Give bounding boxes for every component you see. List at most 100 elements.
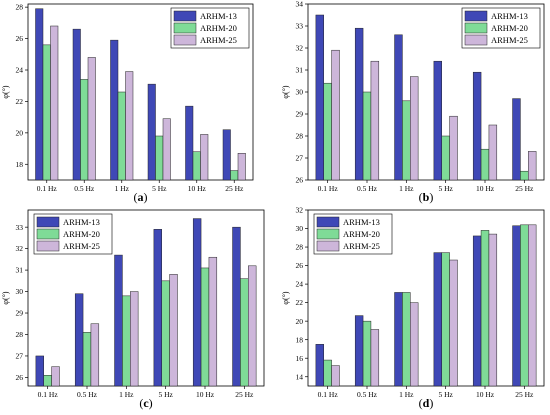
bar-arhm-13-5Hz — [147, 83, 156, 181]
bar-arhm-25-5Hz — [169, 274, 178, 387]
legend-swatch — [36, 228, 60, 240]
bar-arhm-25-5Hz — [449, 259, 458, 387]
panel-label: (b) — [419, 190, 434, 204]
legend-swatch — [316, 216, 340, 228]
bar-arhm-20-10Hz — [480, 230, 490, 387]
y-tick-label: 22 — [16, 97, 24, 106]
bar-arhm-20-5Hz — [441, 252, 450, 387]
chart-panel-4: 14 16 18 20 22 24 26 28 30 32 φ(°) 0.1 Hz 0.5 Hz 1 Hz… — [281, 206, 545, 410]
bar-arhm-25-1Hz — [410, 76, 419, 181]
x-tick-label: 25 Hz — [515, 184, 534, 193]
bar-arhm-20-25Hz — [520, 224, 529, 387]
x-tick-label: 1 Hz — [119, 390, 134, 399]
bar-arhm-13-05Hz — [354, 27, 364, 181]
bar-arhm-25-5Hz — [449, 115, 458, 181]
legend: ARHM-13 ARHM-20 ARHM-25 — [461, 7, 541, 49]
y-tick-label: 18 — [296, 335, 304, 344]
legend-swatch — [464, 34, 488, 46]
bar-arhm-20-01Hz — [323, 359, 332, 387]
x-tick-label: 10 Hz — [476, 184, 495, 193]
bar-arhm-25-05Hz — [90, 323, 100, 387]
bar-arhm-20-10Hz — [192, 151, 201, 181]
bar-arhm-20-25Hz — [230, 170, 239, 181]
bar-arhm-20-05Hz — [362, 320, 372, 387]
bar-arhm-20-5Hz — [441, 135, 450, 181]
bar-arhm-20-01Hz — [43, 375, 52, 387]
x-tick-label: 1 Hz — [115, 184, 130, 193]
legend-swatch — [316, 240, 340, 252]
bar-arhm-13-05Hz — [354, 315, 364, 387]
bar-arhm-25-1Hz — [130, 291, 139, 387]
x-tick-label: 0.5 Hz — [357, 390, 378, 399]
x-tick-label: 0.5 Hz — [77, 390, 98, 399]
bar-arhm-20-05Hz — [82, 332, 92, 387]
legend-swatch — [173, 34, 197, 46]
bar-arhm-13-25Hz — [222, 129, 231, 181]
bar-arhm-13-5Hz — [433, 60, 442, 181]
bar-arhm-25-25Hz — [528, 151, 537, 181]
y-tick-label: 24 — [296, 280, 304, 289]
legend-swatch — [316, 228, 340, 240]
bar-arhm-25-05Hz — [370, 60, 380, 181]
legend-label: ARHM-20 — [63, 229, 100, 239]
legend: ARHM-13 ARHM-20 ARHM-25 — [170, 7, 250, 49]
panel-label: (d) — [419, 396, 434, 410]
bar-arhm-13-1Hz — [114, 254, 123, 387]
bar-arhm-20-25Hz — [240, 278, 249, 387]
x-tick-label: 0.1 Hz — [318, 390, 339, 399]
bar-arhm-25-05Hz — [370, 329, 380, 387]
legend-swatch — [173, 22, 197, 34]
y-tick-label: 28 — [16, 3, 24, 12]
x-tick-label: 0.1 Hz — [37, 184, 58, 193]
y-tick-label: 14 — [296, 372, 304, 381]
y-tick-label: 18 — [16, 160, 24, 169]
x-tick-label: 0.5 Hz — [74, 184, 95, 193]
y-tick-label: 33 — [296, 22, 304, 31]
y-tick-label: 20 — [16, 128, 24, 137]
chart-panel-2: 26 27 28 29 30 31 32 33 34 φ(°) 0.1 Hz 0.5 Hz 1 Hz 5 … — [281, 0, 545, 204]
y-tick-label: 33 — [16, 223, 24, 232]
x-tick-label: 5 Hz — [438, 184, 453, 193]
bar-arhm-25-25Hz — [248, 265, 257, 387]
y-tick-label: 32 — [296, 206, 304, 215]
legend-label: ARHM-13 — [491, 11, 528, 21]
y-tick-label: 31 — [16, 266, 24, 275]
bar-arhm-25-05Hz — [87, 57, 96, 181]
bar-arhm-20-01Hz — [323, 82, 332, 181]
legend-swatch — [173, 10, 197, 22]
plot-frame — [27, 3, 254, 181]
y-tick-label: 24 — [16, 66, 24, 75]
x-tick-label: 10 Hz — [188, 184, 207, 193]
legend-label: ARHM-25 — [343, 241, 380, 251]
legend-label: ARHM-20 — [200, 23, 237, 33]
bar-arhm-13-25Hz — [512, 98, 521, 181]
bar-arhm-13-05Hz — [72, 28, 81, 181]
bar-arhm-25-10Hz — [208, 256, 218, 387]
bar-arhm-20-1Hz — [122, 295, 131, 387]
bar-arhm-13-10Hz — [472, 235, 482, 387]
y-tick-label: 28 — [16, 330, 24, 339]
y-tick-label: 30 — [296, 224, 304, 233]
bar-arhm-20-01Hz — [42, 44, 51, 181]
bar-arhm-13-05Hz — [74, 293, 84, 387]
bar-arhm-25-01Hz — [51, 366, 60, 387]
legend-label: ARHM-25 — [491, 35, 528, 45]
legend-swatch — [36, 240, 60, 252]
y-tick-label: 29 — [16, 309, 24, 318]
chart-panel-1: 18 20 22 24 26 28 φ(°) 0.1 Hz 0.5 Hz 1 Hz 5 Hz 10 H… — [1, 3, 254, 204]
bar-arhm-13-01Hz — [35, 8, 44, 181]
bar-arhm-25-25Hz — [237, 153, 246, 181]
y-axis-label: φ(°) — [281, 85, 290, 98]
bar-arhm-13-10Hz — [472, 71, 482, 181]
y-axis-label: φ(°) — [1, 85, 10, 98]
bar-arhm-20-1Hz — [402, 100, 411, 181]
bar-arhm-13-5Hz — [153, 229, 162, 387]
legend-swatch — [36, 216, 60, 228]
y-tick-label: 28 — [296, 243, 304, 252]
x-tick-label: 10 Hz — [476, 390, 495, 399]
bar-arhm-13-25Hz — [512, 225, 521, 387]
bar-arhm-25-5Hz — [162, 118, 171, 181]
chart-panel-3: 26 27 28 29 30 31 32 33 φ(°) 0.1 Hz 0.5 Hz 1 Hz 5 Hz… — [1, 209, 265, 410]
legend-label: ARHM-13 — [63, 217, 100, 227]
